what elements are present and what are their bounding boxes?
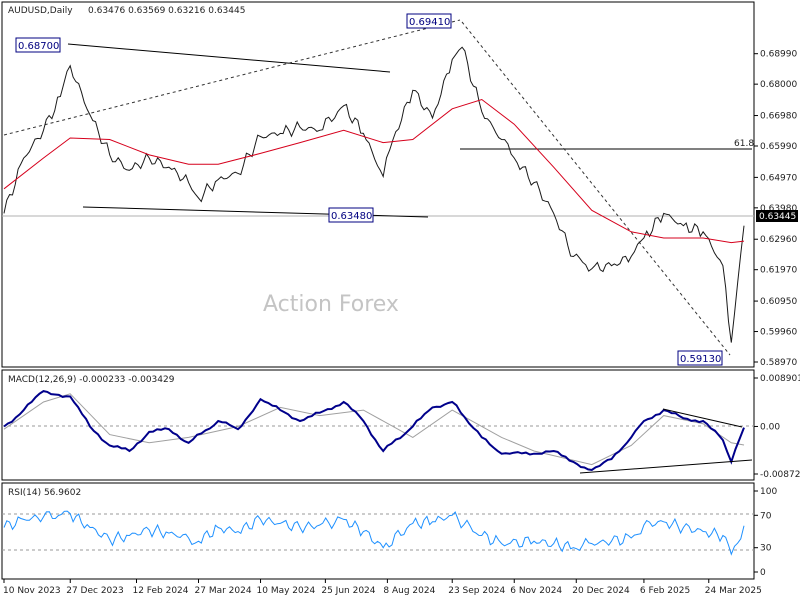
price-axis: 0.68990 0.68000 0.66980 0.65990 0.64970 0.639… (754, 50, 797, 368)
macd-signal-line (3, 393, 745, 466)
date-tick-label: 10 May 2024 (257, 586, 316, 596)
date-tick-label: 10 Nov 2023 (3, 586, 61, 596)
price-panel-frame (1, 1, 755, 368)
price-tick-label: 0.59960 (760, 328, 797, 338)
date-axis: 10 Nov 2023 27 Dec 2023 12 Feb 2024 27 Mar … (3, 579, 762, 596)
macd-main-line (3, 390, 745, 472)
label-low-2024: 0.63480 (331, 211, 372, 222)
symbol-label: AUDUSD,Daily (8, 6, 73, 16)
rising-dashed-trendline (3, 19, 461, 136)
rsi-axis: 100 70 30 0 (754, 487, 777, 578)
price-tick-label: 0.65990 (760, 142, 797, 152)
macd-tick-label: 0.008901 (760, 374, 800, 384)
macd-tick-label: -0.008729 (760, 470, 800, 480)
price-line (3, 46, 745, 343)
label-box-low-2024 (328, 207, 374, 223)
current-price-tag (756, 210, 798, 222)
label-box-high-2024 (406, 13, 452, 29)
rsi-tick-label: 0 (760, 568, 766, 578)
price-tick-label: 0.68990 (760, 50, 797, 60)
date-tick-label: 27 Dec 2023 (66, 586, 124, 596)
label-box-low-2025 (677, 350, 723, 366)
label-high-2023: 0.68700 (18, 41, 59, 52)
upper-trendline (67, 43, 391, 73)
date-tick-label: 20 Dec 2024 (572, 586, 630, 596)
rsi-tick-label: 70 (760, 511, 772, 521)
rsi-tick-label: 100 (760, 487, 777, 497)
macd-axis: 0.008901 0.00 -0.008729 (754, 374, 800, 480)
macd-label: MACD(12,26,9) -0.000233 -0.003429 (8, 375, 175, 385)
label-high-2024: 0.69410 (409, 17, 450, 28)
price-tick-label: 0.58970 (760, 358, 797, 368)
current-price-value: 0.63445 (759, 212, 796, 222)
price-series (3, 46, 745, 343)
moving-average-line (3, 98, 745, 244)
date-tick-label: 24 Mar 2025 (705, 586, 762, 596)
date-tick-label: 6 Nov 2024 (510, 586, 562, 596)
date-tick-label: 23 Sep 2024 (448, 586, 505, 596)
macd-lower-trendline (579, 459, 753, 474)
rsi-tick-label: 30 (760, 544, 772, 554)
macd-upper-trendline (662, 408, 743, 428)
annotation-labels: 0.68700 0.69410 0.63480 0.59130 (15, 13, 723, 366)
price-tick-label: 0.64970 (760, 173, 797, 183)
label-box-high-2023 (15, 37, 61, 53)
date-tick-label: 8 Aug 2024 (383, 586, 435, 596)
rsi-label: RSI(14) 56.9602 (8, 488, 81, 498)
rsi-panel-frame (1, 482, 755, 580)
date-tick-label: 6 Feb 2025 (640, 586, 690, 596)
label-low-2025: 0.59130 (680, 354, 721, 365)
falling-dashed-trendline (461, 21, 731, 356)
watermark: Action Forex (263, 292, 399, 317)
price-tick-label: 0.63980 (760, 204, 797, 214)
macd-tick-label: 0.00 (760, 422, 780, 432)
macd-panel-frame (1, 369, 755, 481)
price-tick-label: 0.61970 (760, 266, 797, 276)
date-tick-label: 25 Jun 2024 (321, 586, 375, 596)
price-tick-label: 0.66980 (760, 112, 797, 122)
price-tick-label: 0.62960 (760, 235, 797, 245)
fib-level: 61.8 (460, 139, 754, 150)
macd-series (3, 390, 745, 472)
ohlc-values: 0.63476 0.63569 0.63216 0.63445 (88, 6, 245, 16)
macd-trendlines (579, 408, 753, 474)
date-tick-label: 12 Feb 2024 (132, 586, 188, 596)
date-tick-label: 27 Mar 2024 (195, 586, 252, 596)
price-tick-label: 0.68000 (760, 80, 797, 90)
fib-618-label: 61.8 (734, 139, 754, 149)
price-tick-label: 0.60950 (760, 297, 797, 307)
rsi-series (3, 510, 745, 556)
rsi-line (3, 510, 745, 556)
